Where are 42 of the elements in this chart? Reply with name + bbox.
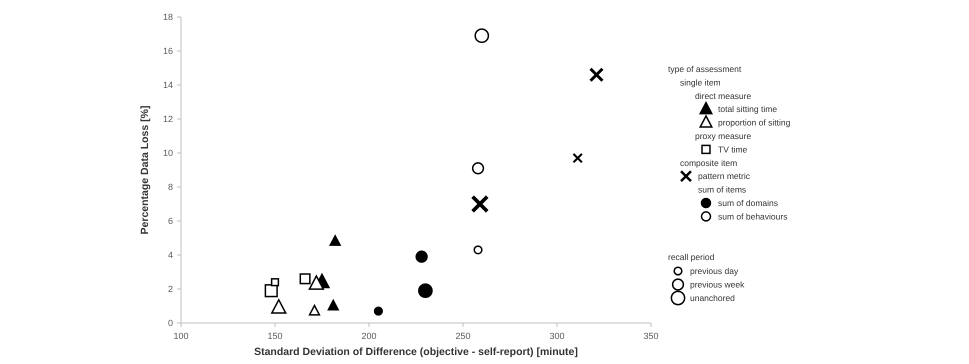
text: recall period <box>668 252 715 262</box>
point <box>472 162 484 174</box>
point <box>416 250 428 263</box>
legend-label: proportion of sitting <box>718 118 791 128</box>
point <box>308 275 324 290</box>
y-tick-label: 0 <box>168 318 173 328</box>
legend-label: sum of domains <box>718 198 778 208</box>
x-tick-label: 100 <box>173 331 189 341</box>
x-tick-label: 200 <box>361 331 377 341</box>
x-tick-label: 300 <box>549 331 565 341</box>
legend-label: unanchored <box>690 292 736 303</box>
text: composite item <box>680 158 738 168</box>
x-tick-label: 150 <box>267 331 283 341</box>
y-tick-label: 10 <box>162 148 173 158</box>
legend-label: previous week <box>690 279 746 290</box>
point <box>328 300 339 310</box>
y-tick-label: 18 <box>162 12 173 22</box>
legend-label: sum of behaviours <box>718 211 788 222</box>
y-tick-label: 6 <box>168 216 173 226</box>
y-tick-label: 14 <box>162 80 173 90</box>
legend-label: previous day <box>690 266 739 276</box>
x-axis-title: Standard Deviation of Difference (objective - self-report) [minute] <box>254 346 578 358</box>
text: direct measure <box>695 90 752 101</box>
text: proxy measure <box>695 130 752 141</box>
y-tick-label: 2 <box>168 284 173 294</box>
point <box>300 273 311 284</box>
y-tick-label: 16 <box>162 46 173 56</box>
x-tick-label: 350 <box>643 331 659 341</box>
x-tick-label: 250 <box>455 331 471 341</box>
y-tick-label: 4 <box>168 250 173 260</box>
legend-label: TV time <box>718 144 748 154</box>
text: sum of items <box>698 184 746 195</box>
legend-title: type of assessment <box>668 64 742 74</box>
legend-label: pattern metric <box>698 171 751 182</box>
point <box>271 299 286 314</box>
point <box>589 68 604 82</box>
y-tick-label: 12 <box>162 114 173 124</box>
y-axis-title: Percentage Data Loss [%] <box>139 106 151 234</box>
text: single item <box>680 77 721 88</box>
point <box>330 235 341 246</box>
y-tick-label: 8 <box>168 182 173 192</box>
legend-label: total sitting time <box>718 104 778 114</box>
